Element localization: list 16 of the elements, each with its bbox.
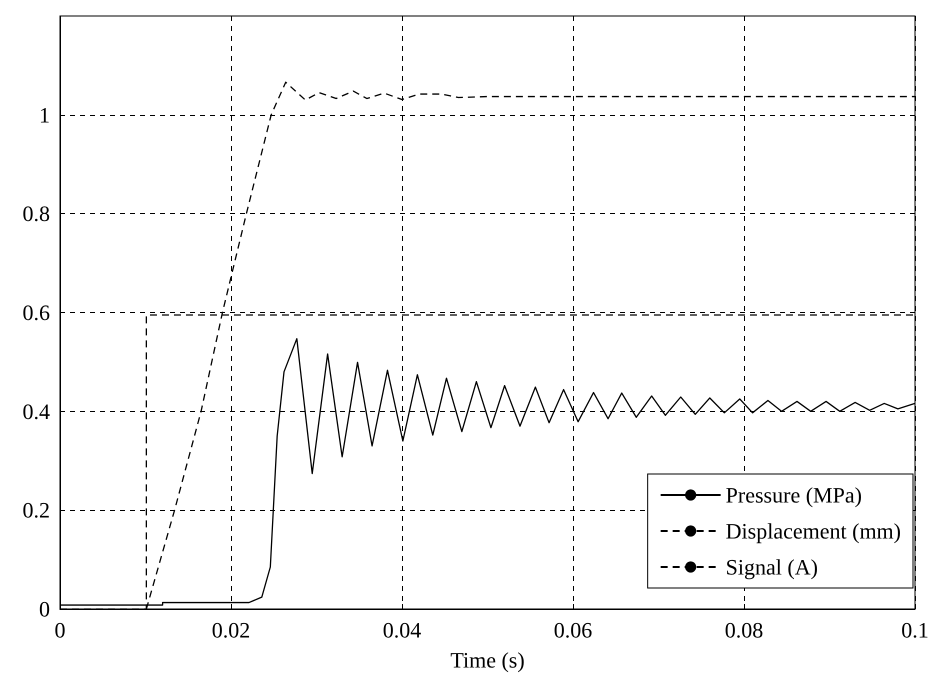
y-tick-label: 0.4 — [22, 398, 50, 424]
legend-label: Signal (A) — [726, 554, 818, 580]
y-tick-label: 0 — [39, 596, 50, 622]
x-tick-label: 0.02 — [212, 618, 250, 642]
x-axis-title: Time (s) — [450, 648, 525, 672]
legend-label: Displacement (mm) — [726, 518, 902, 544]
legend-label: Pressure (MPa) — [726, 482, 862, 508]
y-tick-label: 0.6 — [22, 300, 50, 325]
y-tick-label: 0.2 — [22, 498, 50, 523]
y-tick-label: 0.8 — [22, 201, 50, 226]
y-tick-label: 1 — [39, 102, 50, 128]
x-tick-label: 0.04 — [382, 618, 422, 642]
x-tick-label: 0 — [54, 618, 66, 642]
x-tick-label: 0.1 — [901, 618, 929, 642]
x-tick-label: 0.06 — [554, 618, 592, 642]
x-tick-label: 0.08 — [724, 618, 764, 642]
